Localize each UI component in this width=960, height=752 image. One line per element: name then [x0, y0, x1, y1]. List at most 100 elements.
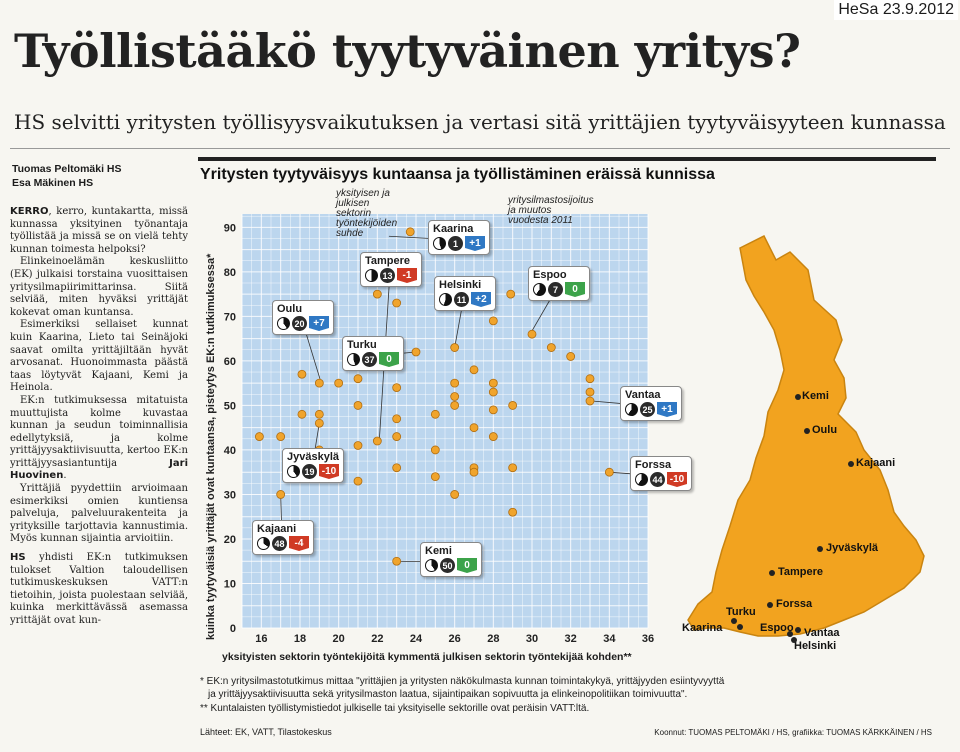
rank-change-badge: -10 — [319, 464, 339, 479]
data-point — [411, 347, 421, 357]
y-tick-label: 70 — [224, 311, 236, 323]
data-point — [392, 556, 402, 566]
x-tick-label: 32 — [565, 633, 577, 645]
data-point — [297, 369, 307, 379]
byline: Tuomas Peltomäki HS Esa Mäkinen HS — [12, 162, 122, 190]
callout-row: 1 +1 — [433, 236, 485, 251]
note-rank-change: yritysilmastosijoitus ja muutos vuodesta… — [508, 195, 594, 226]
date-stamp: HeSa 23.9.2012 — [834, 0, 958, 20]
sector-ratio-pie-icon — [277, 317, 290, 330]
callout-row: 13 -1 — [365, 268, 417, 283]
data-point — [372, 289, 382, 299]
chart-rule — [198, 157, 936, 161]
data-point — [430, 409, 440, 419]
sector-ratio-pie-icon — [625, 403, 638, 416]
sector-ratio-pie-icon — [433, 237, 446, 250]
callout-kemi: Kemi 50 0 — [420, 542, 482, 577]
data-point — [334, 378, 344, 388]
y-tick-label: 80 — [224, 267, 236, 279]
callout-city-name: Espoo — [533, 269, 567, 281]
article-paragraph: Yrittäjiä pyydettiin arvioimaan esimerki… — [10, 483, 188, 545]
headline: Työllistääkö tyytyväinen yritys? — [14, 24, 801, 78]
subheadline: HS selvitti yritysten työllisyysvaikutuk… — [14, 110, 946, 134]
data-point — [585, 374, 595, 384]
rank-badge: 50 — [440, 558, 455, 573]
callout-city-name: Kajaani — [257, 523, 297, 535]
callout-kaarina: Kaarina 1 +1 — [428, 220, 490, 255]
callout-kajaani: Kajaani 48 -4 — [252, 520, 314, 555]
footnote-3: ** Kuntalaisten työllistymistiedot julki… — [200, 703, 590, 714]
lead-caps: KERRO — [10, 206, 49, 217]
x-axis-label: yksityisten sektorin työntekijöitä kymme… — [222, 651, 632, 663]
rank-change-badge: +2 — [471, 292, 491, 307]
data-point — [450, 490, 460, 499]
rank-badge: 7 — [548, 282, 563, 297]
map-label-vantaa: Vantaa — [804, 627, 840, 639]
article-paragraph: EK:n tutkimuksessa mitatuista muuttujist… — [10, 395, 188, 483]
lead-caps: HS — [10, 552, 26, 564]
data-point — [353, 401, 363, 410]
footnote-2: ja yrittäjyysaktiivisuutta sekä yritysil… — [208, 689, 688, 700]
data-point — [392, 298, 402, 308]
data-point — [469, 365, 479, 375]
data-point — [392, 414, 402, 424]
expert-name: Jari Huovinen — [10, 457, 188, 482]
data-point — [276, 490, 286, 499]
data-point — [430, 445, 440, 455]
paragraph-text: , kerro, kuntakartta, missä kunnassa yks… — [10, 206, 188, 255]
callout-city-name: Helsinki — [439, 279, 482, 291]
callout-city-name: Turku — [347, 339, 377, 351]
sector-ratio-pie-icon — [347, 353, 360, 366]
rank-badge: 25 — [640, 402, 655, 417]
data-point — [353, 441, 363, 450]
data-point — [450, 343, 460, 352]
rank-badge: 44 — [650, 472, 665, 487]
callout-turku: Turku 37 0 — [342, 336, 404, 371]
y-axis-label: kuinka tyytyväisiä yrittäjät ovat kuntaa… — [205, 253, 217, 640]
y-tick-label: 50 — [224, 400, 236, 412]
map-label-jyvaskyla: Jyväskylä — [826, 542, 878, 554]
rank-badge: 19 — [302, 464, 317, 479]
x-tick-label: 34 — [603, 633, 616, 645]
map-label-kemi: Kemi — [802, 390, 829, 402]
rank-change-badge: +1 — [657, 402, 677, 417]
x-tick-label: 18 — [294, 633, 306, 645]
callout-forssa: Forssa 44 -10 — [630, 456, 692, 491]
data-point — [585, 396, 595, 406]
sector-ratio-pie-icon — [257, 537, 270, 550]
sector-ratio-pie-icon — [365, 269, 378, 282]
data-point — [372, 436, 382, 446]
y-tick-label: 60 — [224, 356, 236, 368]
x-tick-label: 22 — [371, 633, 383, 645]
rank-change-badge: -10 — [667, 472, 687, 487]
map-label-kaarina: Kaarina — [682, 622, 723, 634]
data-point — [450, 392, 460, 401]
callout-vantaa: Vantaa 25 +1 — [620, 386, 682, 421]
data-point — [508, 507, 518, 517]
callout-city-name: Tampere — [365, 255, 411, 267]
note-sector-ratio: yksityisen ja julkisen sektorin työnteki… — [336, 188, 398, 239]
callout-row: 11 +2 — [439, 292, 491, 307]
credits-line: Koonnut: TUOMAS PELTOMÄKI / HS, grafiikk… — [654, 728, 932, 737]
data-point — [392, 432, 402, 441]
callout-jyväskylä: Jyväskylä 19 -10 — [282, 448, 344, 483]
callout-row: 44 -10 — [635, 472, 687, 487]
data-point — [450, 378, 460, 388]
x-tick-label: 28 — [487, 633, 499, 645]
data-point — [488, 432, 498, 441]
data-point — [508, 463, 518, 473]
data-point — [488, 378, 498, 388]
rank-badge: 11 — [454, 292, 469, 307]
data-point — [546, 343, 556, 352]
x-tick-label: 20 — [333, 633, 345, 645]
rank-change-badge: +1 — [465, 236, 485, 251]
sector-ratio-pie-icon — [635, 473, 648, 486]
paragraph-text: yhdisti EK:n tutkimuksen tulokset Valtio… — [10, 552, 188, 626]
sector-ratio-pie-icon — [533, 283, 546, 296]
y-tick-label: 10 — [224, 578, 236, 590]
data-point — [430, 472, 440, 482]
article-body: KERRO, kerro, kuntakartta, missä kunnass… — [10, 206, 188, 628]
sector-ratio-pie-icon — [439, 293, 452, 306]
source-line: Lähteet: EK, VATT, Tilastokeskus — [200, 727, 332, 737]
data-point — [314, 409, 324, 419]
